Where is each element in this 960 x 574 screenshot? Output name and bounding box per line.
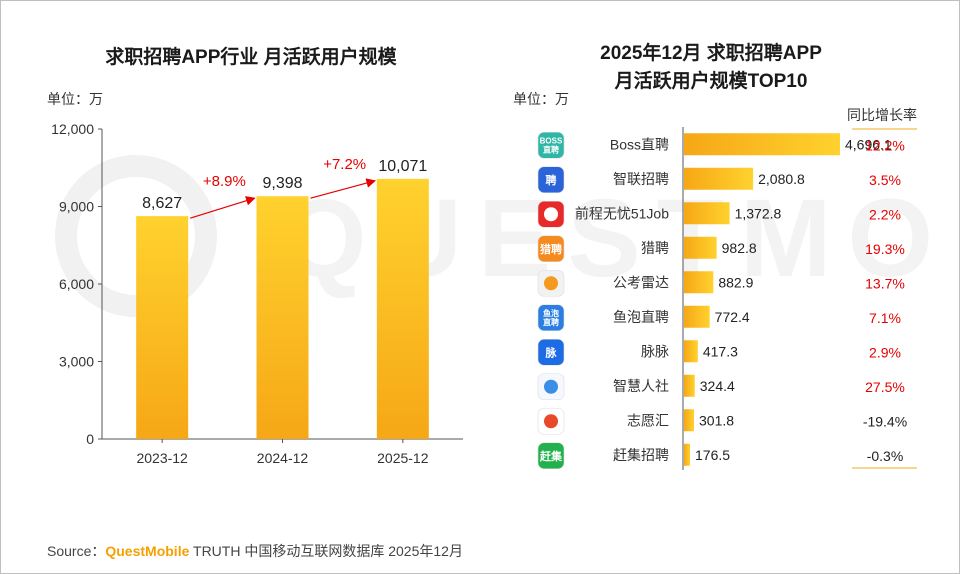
growth-rate-label: 19.3% xyxy=(865,241,905,257)
growth-rate-label: -0.3% xyxy=(867,448,904,464)
right-bar-value-label: 4,696.1 xyxy=(845,136,892,152)
right-unit-label: 单位：万 xyxy=(513,91,569,107)
growth-annotation: +8.9% xyxy=(203,173,246,190)
right-bar xyxy=(684,340,698,363)
right-bar xyxy=(684,236,717,259)
left-y-tick-label: 6,000 xyxy=(59,276,94,292)
right-bar-value-label: 882.9 xyxy=(718,274,753,290)
growth-arrow xyxy=(310,178,376,199)
right-bar xyxy=(684,133,840,156)
zhiyuanhui-icon xyxy=(537,407,565,435)
growth-annotation: +7.2% xyxy=(323,156,366,173)
zhihuirenshe-icon xyxy=(537,373,565,401)
left-x-tick-label: 2023-12 xyxy=(136,450,188,466)
maimai-icon: 脉 xyxy=(537,338,565,366)
left-x-tick-label: 2024-12 xyxy=(257,450,309,466)
growth-rate-label: 3.5% xyxy=(869,172,901,188)
left-bar xyxy=(136,216,189,439)
right-bar-value-label: 982.8 xyxy=(722,240,757,256)
growth-header: 同比增长率 xyxy=(847,107,917,123)
right-bar-value-label: 324.4 xyxy=(700,378,735,394)
source-prefix: Source： xyxy=(47,543,106,559)
left-y-tick-label: 12,000 xyxy=(51,121,94,137)
svg-text:直聘: 直聘 xyxy=(543,317,559,327)
zhilian-icon: 聘 xyxy=(537,166,565,194)
right-bar xyxy=(684,443,690,466)
left-bar-value-label: 8,627 xyxy=(142,195,182,212)
left-chart-title: 求职招聘APP行业 月活跃用户规模 xyxy=(105,47,397,68)
left-y-tick-label: 9,000 xyxy=(59,199,94,215)
right-category-label: 鱼泡直聘 xyxy=(613,309,669,325)
right-bar-value-label: 417.3 xyxy=(703,343,738,359)
right-category-label: 智联招聘 xyxy=(613,171,669,187)
ganji-icon: 赶集 xyxy=(537,442,565,470)
right-category-label: 脉脉 xyxy=(641,343,669,359)
left-bar-value-label: 9,398 xyxy=(262,175,302,192)
liepin-icon: 猎聘 xyxy=(537,235,565,263)
source-rest: TRUTH 中国移动互联网数据库 2025年12月 xyxy=(189,543,463,559)
right-bar-value-label: 772.4 xyxy=(715,309,750,325)
right-bar xyxy=(684,374,695,397)
growth-arrow xyxy=(189,196,256,219)
yupao-icon: 鱼泡直聘 xyxy=(537,304,565,332)
source-brand: QuestMobile xyxy=(105,543,190,559)
growth-rate-label: 13.7% xyxy=(865,275,905,291)
right-bar xyxy=(684,305,710,328)
growth-rate-label: 27.5% xyxy=(865,379,905,395)
left-bar xyxy=(256,196,309,439)
right-bar-value-label: 301.8 xyxy=(699,412,734,428)
left-bar-value-label: 10,071 xyxy=(378,158,427,175)
right-category-label: 猎聘 xyxy=(641,240,669,256)
growth-rate-label: -19.4% xyxy=(863,413,907,429)
svg-text:鱼泡: 鱼泡 xyxy=(543,308,559,318)
growth-rate-label: 12.2% xyxy=(865,137,905,153)
51job-icon xyxy=(537,200,565,228)
right-category-label: 赶集招聘 xyxy=(613,447,669,463)
svg-text:BOSS: BOSS xyxy=(540,136,563,145)
left-y-tick-label: 3,000 xyxy=(59,354,94,370)
svg-text:直聘: 直聘 xyxy=(543,144,559,154)
right-category-label: 公考雷达 xyxy=(613,274,669,290)
svg-text:猎聘: 猎聘 xyxy=(540,242,562,256)
right-category-label: 前程无忧51Job xyxy=(575,205,669,221)
svg-text:脉: 脉 xyxy=(545,345,558,359)
left-unit-label: 单位：万 xyxy=(47,91,103,107)
right-chart-title-line1: 2025年12月 求职招聘APP xyxy=(600,43,822,64)
left-bar xyxy=(376,178,429,439)
growth-rate-label: 2.9% xyxy=(869,344,901,360)
right-bar-value-label: 176.5 xyxy=(695,447,730,463)
right-bar xyxy=(684,271,714,294)
right-bar-value-label: 2,080.8 xyxy=(758,171,805,187)
gongkao-icon xyxy=(537,269,565,297)
svg-text:聘: 聘 xyxy=(546,173,557,187)
right-category-label: 志愿汇 xyxy=(627,412,669,428)
right-bar-value-label: 1,372.8 xyxy=(735,205,782,221)
right-category-label: Boss直聘 xyxy=(610,136,669,152)
right-bar xyxy=(684,409,695,432)
right-bar xyxy=(684,202,730,225)
svg-text:赶集: 赶集 xyxy=(539,449,563,463)
right-chart-title-line2: 月活跃用户规模TOP10 xyxy=(614,71,808,92)
right-bar xyxy=(684,167,754,190)
growth-rate-label: 2.2% xyxy=(869,206,901,222)
source-note: Source：QuestMobile TRUTH 中国移动互联网数据库 2025… xyxy=(47,541,463,561)
right-category-label: 智慧人社 xyxy=(613,378,669,394)
left-chart: 0 3,000 6,000 9,000 12,000 8,627 2023-12 9,398 2… xyxy=(51,121,463,466)
left-x-tick-label: 2025-12 xyxy=(377,450,429,466)
growth-rate-label: 7.1% xyxy=(869,310,901,326)
left-y-tick-label: 0 xyxy=(86,431,94,447)
